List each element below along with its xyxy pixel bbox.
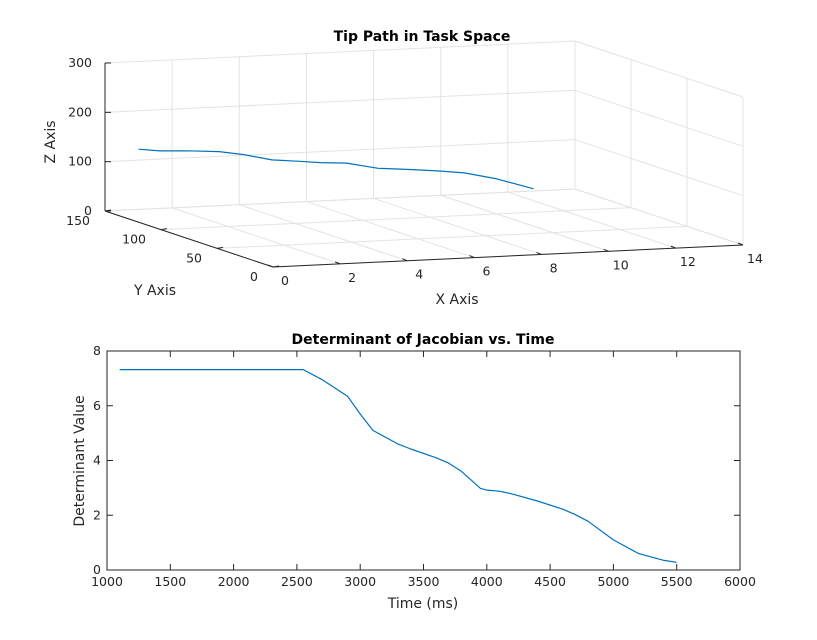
grid-line-side-z [574, 40, 744, 98]
x-tick-label: 1500 [154, 574, 186, 589]
y-tick-mark-3d [160, 228, 168, 231]
z-tick-label-3d: 200 [68, 104, 92, 119]
z-tick-label-3d: 100 [68, 154, 92, 169]
grid-line-floor-y [216, 225, 688, 249]
grid-line-side-z [574, 89, 744, 147]
x-tick-label: 1000 [91, 574, 123, 589]
x-tick-label: 5000 [597, 574, 629, 589]
x-tick-label-3d: 12 [680, 254, 696, 269]
x-tick-mark-3d [536, 251, 542, 255]
x-tick-label-3d: 0 [281, 273, 289, 288]
x-tick-mark-3d [402, 258, 408, 262]
x-tick-label: 4000 [471, 574, 503, 589]
grid-line-floor-x [507, 191, 677, 249]
grid-line-side-z [574, 139, 744, 197]
grid-line-back-z [104, 188, 576, 212]
x-tick-label: 2000 [218, 574, 250, 589]
y-tick-label-3d: 50 [186, 250, 202, 265]
grid-line-floor-y [160, 207, 632, 231]
x-tick-label: 6000 [724, 574, 756, 589]
z-tick-label-3d: 0 [84, 203, 92, 218]
chart-title-2d: Determinant of Jacobian vs. Time [292, 332, 555, 348]
ticks-2d: 1000 1500 2000 2500 3000 3500 4000 4500 5000 5500… [91, 343, 756, 589]
x-tick-mark-3d [469, 255, 475, 259]
x-tick-mark-3d [603, 248, 609, 252]
grid-line-floor-x [373, 197, 542, 255]
y-tick-label: 0 [93, 562, 101, 577]
grid-line-back-z [104, 139, 576, 163]
x-tick-label: 3000 [344, 574, 376, 589]
series-line-3d [138, 148, 534, 190]
x-tick-label-3d: 10 [613, 257, 629, 272]
x-tick-mark-3d [670, 245, 677, 249]
grid-line-floor-x [440, 194, 609, 252]
grid-line-floor-x [171, 207, 341, 265]
y-tick-label: 2 [93, 507, 101, 522]
y-axis-label-3d: Y Axis [133, 283, 176, 299]
grid-line-back-z [104, 89, 576, 113]
y-tick-label-3d: 100 [122, 232, 146, 247]
x-axis-line-3d [272, 244, 744, 268]
grid-line-floor-x [306, 201, 475, 259]
chart-title-3d: Tip Path in Task Space [334, 29, 511, 45]
x-tick-mark-3d [267, 264, 274, 268]
y-tick-label-3d: 0 [250, 269, 258, 284]
y-tick-label: 8 [93, 343, 101, 358]
plot-area-2d [106, 350, 741, 571]
x-tick-mark-3d [737, 242, 744, 246]
y-tick-label: 6 [93, 398, 101, 413]
x-tick-label: 5500 [661, 574, 693, 589]
x-tick-label: 4500 [534, 574, 566, 589]
y-tick-label-3d: 150 [66, 213, 90, 228]
x-tick-label-3d: 6 [482, 264, 490, 279]
x-tick-label-3d: 4 [415, 267, 423, 282]
y-axis-line-3d [104, 210, 274, 268]
axes-3d [104, 62, 744, 268]
x-tick-label-3d: 14 [747, 251, 763, 266]
x-tick-label: 3500 [408, 574, 440, 589]
y-tick-mark-3d [272, 265, 280, 268]
z-axis-label-3d: Z Axis [43, 120, 59, 163]
series-3d [138, 148, 534, 190]
x-tick-label-3d: 8 [550, 260, 558, 275]
x-tick-mark-3d [334, 261, 341, 265]
x-axis-label-3d: X Axis [435, 292, 478, 308]
plot-2d-determinant: 1000 1500 2000 2500 3000 3500 4000 4500 5000 5500… [72, 332, 756, 612]
series-line-determinant [119, 369, 677, 563]
grid-line-floor-x [239, 204, 408, 262]
y-axis-label-2d: Determinant Value [72, 395, 88, 526]
y-tick-label: 4 [93, 453, 101, 468]
series-2d [119, 369, 677, 563]
x-axis-label-2d: Time (ms) [387, 596, 459, 612]
x-tick-label: 2500 [281, 574, 313, 589]
x-tick-label-3d: 2 [348, 270, 356, 285]
y-tick-mark-3d [216, 246, 224, 249]
grid-line-back-z [104, 40, 576, 64]
z-tick-label-3d: 300 [68, 55, 92, 70]
grid-3d [104, 40, 744, 268]
grid-line-side-z [574, 188, 744, 246]
